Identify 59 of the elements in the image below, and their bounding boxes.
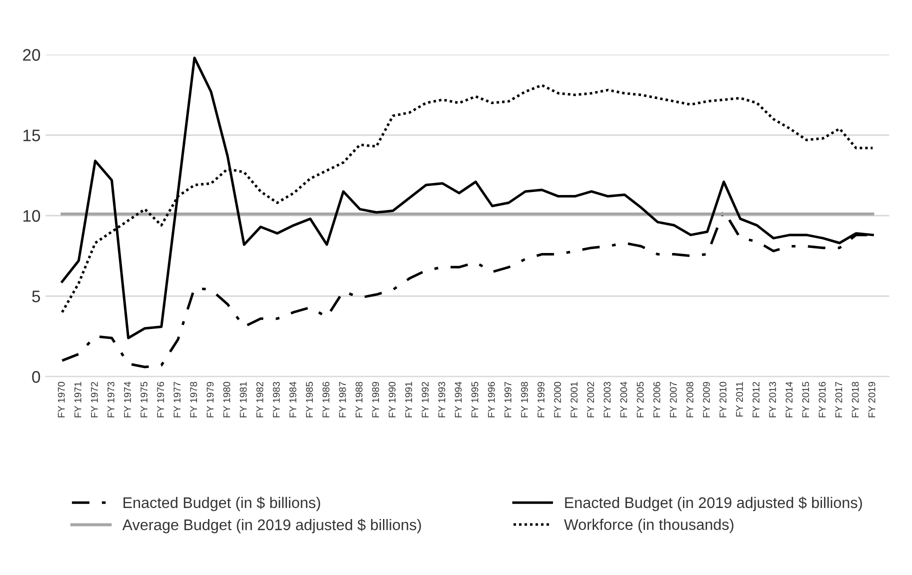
x-tick-label: FY 1990 <box>388 382 396 418</box>
x-tick-label: FY 2013 <box>769 382 776 418</box>
x-tick-label: FY 2002 <box>587 382 594 418</box>
x-tick-label: FY 1974 <box>124 382 131 418</box>
x-tick-label: FY 1992 <box>422 382 429 418</box>
x-tick-label: FY 2017 <box>835 382 842 418</box>
x-tick-label: FY 2011 <box>736 382 743 417</box>
y-tick-label: 10 <box>23 210 40 222</box>
x-tick-label: FY 2001 <box>570 382 578 418</box>
x-tick-label: FY 2014 <box>786 382 793 418</box>
x-tick-label: FY 1995 <box>471 382 478 418</box>
x-tick-label: FY 1985 <box>306 382 313 418</box>
x-tick-label: FY 1989 <box>372 382 380 418</box>
x-tick-label: FY 1979 <box>206 382 214 418</box>
x-tick-label: FY 2012 <box>752 382 760 418</box>
x-tick-label: FY 1997 <box>504 382 512 418</box>
y-tick-label: 0 <box>32 371 40 383</box>
x-tick-label: FY 2008 <box>686 382 694 418</box>
x-tick-label: FY 2019 <box>868 382 876 418</box>
x-tick-label: FY 1978 <box>190 382 198 418</box>
x-tick-label: FY 1973 <box>107 382 114 418</box>
x-tick-label: FY 1971 <box>74 382 82 418</box>
x-tick-label: FY 1998 <box>521 382 528 418</box>
x-tick-label: FY 1999 <box>538 382 544 418</box>
x-tick-label: FY 2006 <box>653 382 660 418</box>
x-tick-label: FY 1972 <box>90 382 98 418</box>
y-tick-label: 5 <box>32 290 40 302</box>
x-tick-label: FY 2003 <box>604 382 611 418</box>
legend-label: Enacted Budget (in 2019 adjusted $ billions) <box>565 496 862 512</box>
x-tick-label: FY 1984 <box>289 382 296 418</box>
x-tick-label: FY 2016 <box>818 382 826 418</box>
x-tick-label: FY 2015 <box>802 382 810 418</box>
y-tick-label: 15 <box>23 130 40 142</box>
legend-label: Workforce (in thousands) <box>564 518 734 533</box>
x-tick-label: FY 1993 <box>438 382 446 418</box>
x-tick-label: FY 2005 <box>636 382 644 418</box>
x-tick-label: FY 1970 <box>58 382 65 418</box>
x-tick-label: FY 2004 <box>620 382 628 418</box>
x-tick-label: FY 2000 <box>554 382 561 418</box>
x-tick-label: FY 2018 <box>852 382 859 418</box>
x-tick-label: FY 1991 <box>405 382 412 418</box>
x-tick-label: FY 1981 <box>240 382 247 418</box>
x-tick-label: FY 1988 <box>356 382 362 418</box>
x-tick-label: FY 1977 <box>174 382 181 418</box>
x-tick-label: FY 1976 <box>157 382 164 418</box>
x-tick-label: FY 1975 <box>140 382 148 418</box>
x-tick-label: FY 1996 <box>488 382 495 418</box>
x-tick-label: FY 1994 <box>454 382 462 418</box>
legend-label: Enacted Budget (in $ billions) <box>124 496 320 512</box>
y-tick-label: 20 <box>23 49 40 61</box>
x-tick-label: FY 1983 <box>272 382 280 418</box>
x-tick-label: FY 2010 <box>720 382 726 418</box>
legend-label: Average Budget (in 2019 adjusted $ billions) <box>122 518 421 534</box>
x-tick-label: FY 2007 <box>670 382 677 418</box>
x-tick-label: FY 2009 <box>702 382 710 418</box>
x-tick-label: FY 1982 <box>256 382 264 418</box>
x-tick-label: FY 1986 <box>322 382 330 418</box>
x-tick-label: FY 1987 <box>339 382 346 418</box>
x-tick-label: FY 1980 <box>223 382 230 418</box>
